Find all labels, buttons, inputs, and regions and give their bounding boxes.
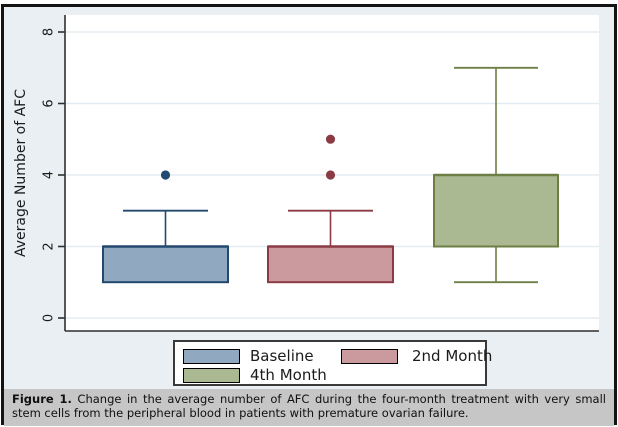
axes xyxy=(58,15,599,332)
box-fourth-month xyxy=(433,66,559,284)
boxplot-chart: 0 2 4 6 8 Average Number of AFC xyxy=(13,15,599,332)
fourth-month-box xyxy=(433,174,559,248)
box-second-month xyxy=(267,134,394,284)
legend-label-baseline: Baseline xyxy=(250,347,314,365)
legend-label-fourth-month: 4th Month xyxy=(250,366,327,384)
y-tick-label-0: 0 xyxy=(42,314,57,322)
y-tick-label-2: 2 xyxy=(42,242,57,250)
legend-swatch-fourth-month xyxy=(183,368,240,383)
box-baseline xyxy=(102,170,229,284)
y-tick-label-6: 6 xyxy=(42,99,57,107)
second-month-outlier-dot-5 xyxy=(325,134,336,144)
second-month-box xyxy=(267,245,394,284)
legend-swatch-second-month xyxy=(341,349,398,364)
caption-text: Change in the average number of AFC duri… xyxy=(12,392,606,420)
y-tick-label-8: 8 xyxy=(42,28,57,36)
baseline-box xyxy=(102,245,229,284)
y-tick-label-4: 4 xyxy=(42,171,57,179)
caption-label: Figure 1. xyxy=(12,392,72,406)
legend-label-second-month: 2nd Month xyxy=(412,347,493,365)
y-tick-labels: 0 2 4 6 8 xyxy=(42,28,57,322)
legend-swatch-baseline xyxy=(183,349,240,364)
figure-caption: Figure 1. Change in the average number o… xyxy=(4,389,614,426)
baseline-outlier-dot xyxy=(160,170,171,180)
y-axis-title: Average Number of AFC xyxy=(13,89,29,257)
second-month-outlier-dot-4 xyxy=(325,170,336,180)
chart-legend: Baseline 2nd Month 4th Month xyxy=(173,340,492,386)
